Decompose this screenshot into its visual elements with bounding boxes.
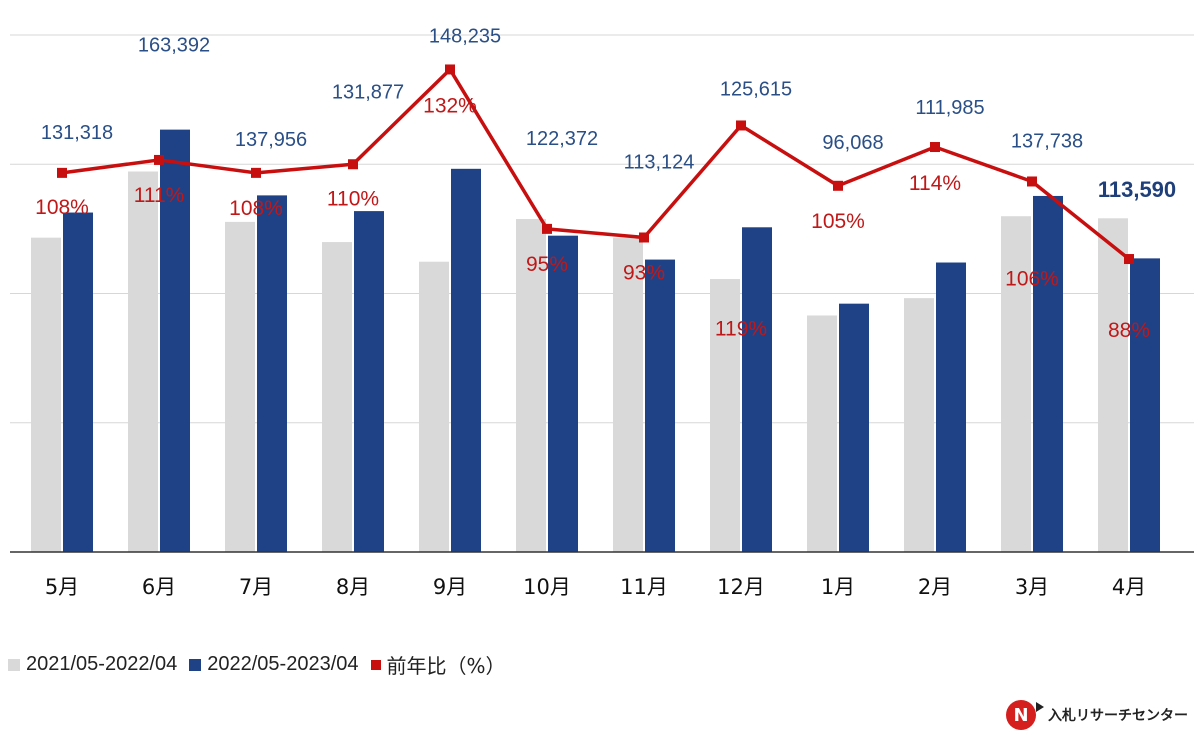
value-label-11: 137,738 (1011, 130, 1083, 152)
bar-prev-6 (516, 219, 546, 552)
data-labels: 131,318 163,392 137,956 131,877 148,235 122,3… (35, 25, 1176, 342)
value-label-4: 131,877 (332, 81, 404, 103)
bar-prev-10 (904, 298, 934, 552)
pct-label-12: 88% (1108, 319, 1150, 342)
legend-label-curr: 2022/05-2023/04 (207, 653, 359, 675)
value-label-5: 148,235 (429, 25, 501, 47)
yoy-marker-9 (833, 180, 843, 191)
bar-prev-8 (710, 279, 740, 552)
legend-item-curr: 2022/05-2023/04 (189, 653, 359, 676)
bar-prev-4 (322, 242, 352, 552)
yoy-marker-8 (736, 120, 746, 131)
bar-curr-5 (451, 168, 481, 552)
value-label-2: 163,392 (138, 35, 210, 57)
x-tick-label: 9月 (433, 575, 467, 599)
brand-name: 入札リサーチセンター (1048, 708, 1188, 724)
value-label-8: 125,615 (720, 78, 792, 100)
legend-swatch-yoy (370, 659, 381, 670)
value-label-9: 96,068 (822, 132, 883, 154)
pct-label-3: 108% (229, 197, 283, 220)
bar-curr-12 (1130, 258, 1160, 552)
bars-current-year (63, 129, 1160, 553)
x-tick-label: 1月 (821, 575, 855, 599)
pct-label-5: 132% (423, 94, 477, 117)
logo-arrow-icon (1036, 702, 1044, 712)
bar-prev-11 (1001, 216, 1031, 552)
bar-curr-4 (354, 211, 384, 552)
bar-prev-12 (1098, 218, 1128, 553)
yoy-marker-10 (930, 142, 940, 153)
legend-label-yoy: 前年比（%） (386, 654, 506, 678)
bar-curr-9 (839, 303, 869, 552)
x-tick-label: 7月 (239, 575, 273, 599)
x-tick-label: 12月 (717, 575, 765, 599)
value-label-7: 113,124 (624, 151, 695, 173)
pct-label-1: 108% (35, 196, 89, 219)
bar-curr-7 (645, 259, 675, 552)
legend-swatch-prev (8, 658, 20, 671)
pct-label-9: 105% (811, 210, 865, 233)
x-tick-label: 10月 (523, 575, 571, 599)
bar-curr-3 (257, 195, 287, 553)
legend: 2021/05-2022/04 2022/05-2023/04 前年比（%） (8, 650, 518, 679)
x-tick-label: 5月 (45, 575, 79, 599)
x-axis: 5月 6月 7月 8月 9月 10月 11月 12月 1月 2月 3月 4月 (10, 551, 1194, 599)
brand-logo: N 入札リサーチセンター (1006, 700, 1188, 730)
x-tick-label: 3月 (1015, 575, 1049, 599)
bar-prev-5 (419, 261, 449, 552)
yoy-marker-3 (251, 167, 261, 178)
bar-prev-2 (128, 171, 158, 552)
bar-curr-10 (936, 262, 966, 552)
yoy-marker-2 (154, 154, 164, 165)
yoy-line (57, 64, 1134, 265)
value-label-6: 122,372 (526, 128, 598, 150)
yoy-marker-1 (57, 167, 67, 178)
pct-label-2: 111% (134, 184, 185, 207)
chart: 5月 6月 7月 8月 9月 10月 11月 12月 1月 2月 3月 4月 131,318 163,3… (10, 25, 1194, 599)
bar-prev-7 (613, 237, 643, 552)
legend-item-yoy: 前年比（%） (370, 650, 506, 679)
yoy-marker-5 (445, 64, 455, 75)
bar-prev-9 (807, 315, 837, 552)
pct-label-8: 119% (715, 317, 767, 340)
x-tick-label: 8月 (336, 575, 370, 599)
x-tick-label: 2月 (918, 575, 952, 599)
pct-label-6: 95% (526, 253, 568, 276)
pct-label-11: 106% (1005, 267, 1059, 290)
yoy-marker-6 (542, 223, 552, 234)
bar-prev-1 (31, 237, 61, 552)
yoy-line-path (61, 67, 1131, 261)
bar-curr-1 (63, 212, 93, 552)
yoy-marker-11 (1027, 176, 1037, 187)
value-label-3: 137,956 (235, 129, 307, 151)
bar-prev-3 (225, 221, 255, 552)
pct-label-7: 93% (623, 261, 665, 284)
bar-curr-2 (160, 129, 190, 552)
logo-icon: N (1006, 700, 1044, 730)
yoy-marker-7 (639, 232, 649, 243)
value-label-1: 131,318 (41, 122, 113, 144)
pct-label-4: 110% (327, 187, 379, 210)
bars-previous-year (31, 171, 1128, 553)
yoy-marker-12 (1124, 254, 1134, 265)
x-tick-label: 4月 (1112, 575, 1146, 599)
bar-curr-11 (1033, 195, 1063, 552)
legend-item-prev: 2021/05-2022/04 (8, 653, 177, 676)
x-tick-label: 6月 (142, 575, 176, 599)
value-label-10: 111,985 (915, 97, 984, 119)
legend-label-prev: 2021/05-2022/04 (26, 653, 178, 675)
legend-swatch-curr (189, 658, 202, 671)
pct-label-10: 114% (909, 172, 961, 195)
gridlines (10, 34, 1194, 424)
logo-letter: N (1013, 704, 1029, 726)
bar-curr-6 (548, 235, 578, 552)
bar-curr-8 (742, 227, 772, 552)
yoy-marker-4 (348, 159, 358, 170)
x-tick-label: 11月 (620, 575, 668, 599)
value-label-12: 113,590 (1098, 177, 1176, 202)
